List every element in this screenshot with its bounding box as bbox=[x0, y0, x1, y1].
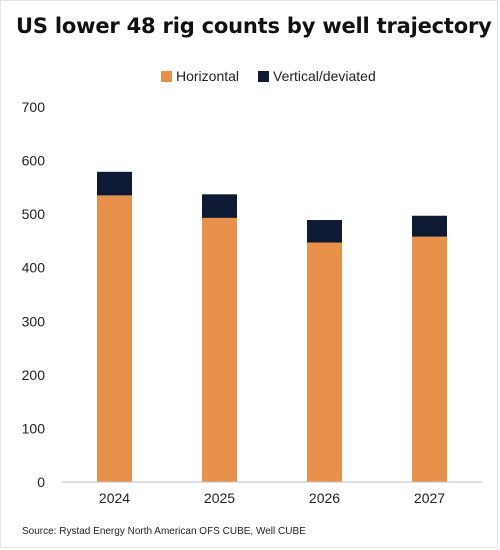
x-tick-label-2027: 2027 bbox=[414, 490, 445, 506]
legend-label-vertical: Vertical/deviated bbox=[273, 68, 376, 84]
y-tick-label-200: 200 bbox=[22, 367, 46, 383]
y-tick-label-600: 600 bbox=[22, 153, 46, 169]
y-tick-label-400: 400 bbox=[22, 260, 46, 276]
legend-item-vertical: Vertical/deviated bbox=[258, 68, 376, 84]
chart-title: US lower 48 rig counts by well trajector… bbox=[16, 14, 492, 38]
legend-label-horizontal: Horizontal bbox=[176, 68, 240, 84]
y-tick-label-300: 300 bbox=[22, 313, 46, 329]
x-tick-label-2024: 2024 bbox=[99, 490, 130, 506]
y-tick-label-0: 0 bbox=[37, 474, 45, 490]
x-tick-label-2025: 2025 bbox=[204, 490, 235, 506]
bar-vertical-2027 bbox=[412, 215, 447, 237]
bar-vertical-2024 bbox=[97, 171, 132, 196]
bar-horizontal-2026 bbox=[307, 242, 342, 482]
bar-horizontal-2024 bbox=[97, 195, 132, 482]
y-tick-label-700: 700 bbox=[22, 99, 46, 115]
bar-vertical-2026 bbox=[307, 220, 342, 243]
y-tick-label-500: 500 bbox=[22, 206, 46, 222]
bar-horizontal-2025 bbox=[202, 217, 237, 482]
legend-swatch-vertical bbox=[258, 70, 269, 82]
legend-item-horizontal: Horizontal bbox=[161, 68, 239, 84]
legend: Horizontal Vertical/deviated bbox=[0, 66, 500, 88]
bar-horizontal-2027 bbox=[412, 236, 447, 482]
bar-vertical-2025 bbox=[202, 194, 237, 218]
source-note: Source: Rystad Energy North American OFS… bbox=[22, 526, 306, 537]
x-tick-label-2026: 2026 bbox=[309, 490, 340, 506]
y-tick-label-100: 100 bbox=[22, 420, 46, 436]
legend-swatch-horizontal bbox=[161, 70, 172, 82]
